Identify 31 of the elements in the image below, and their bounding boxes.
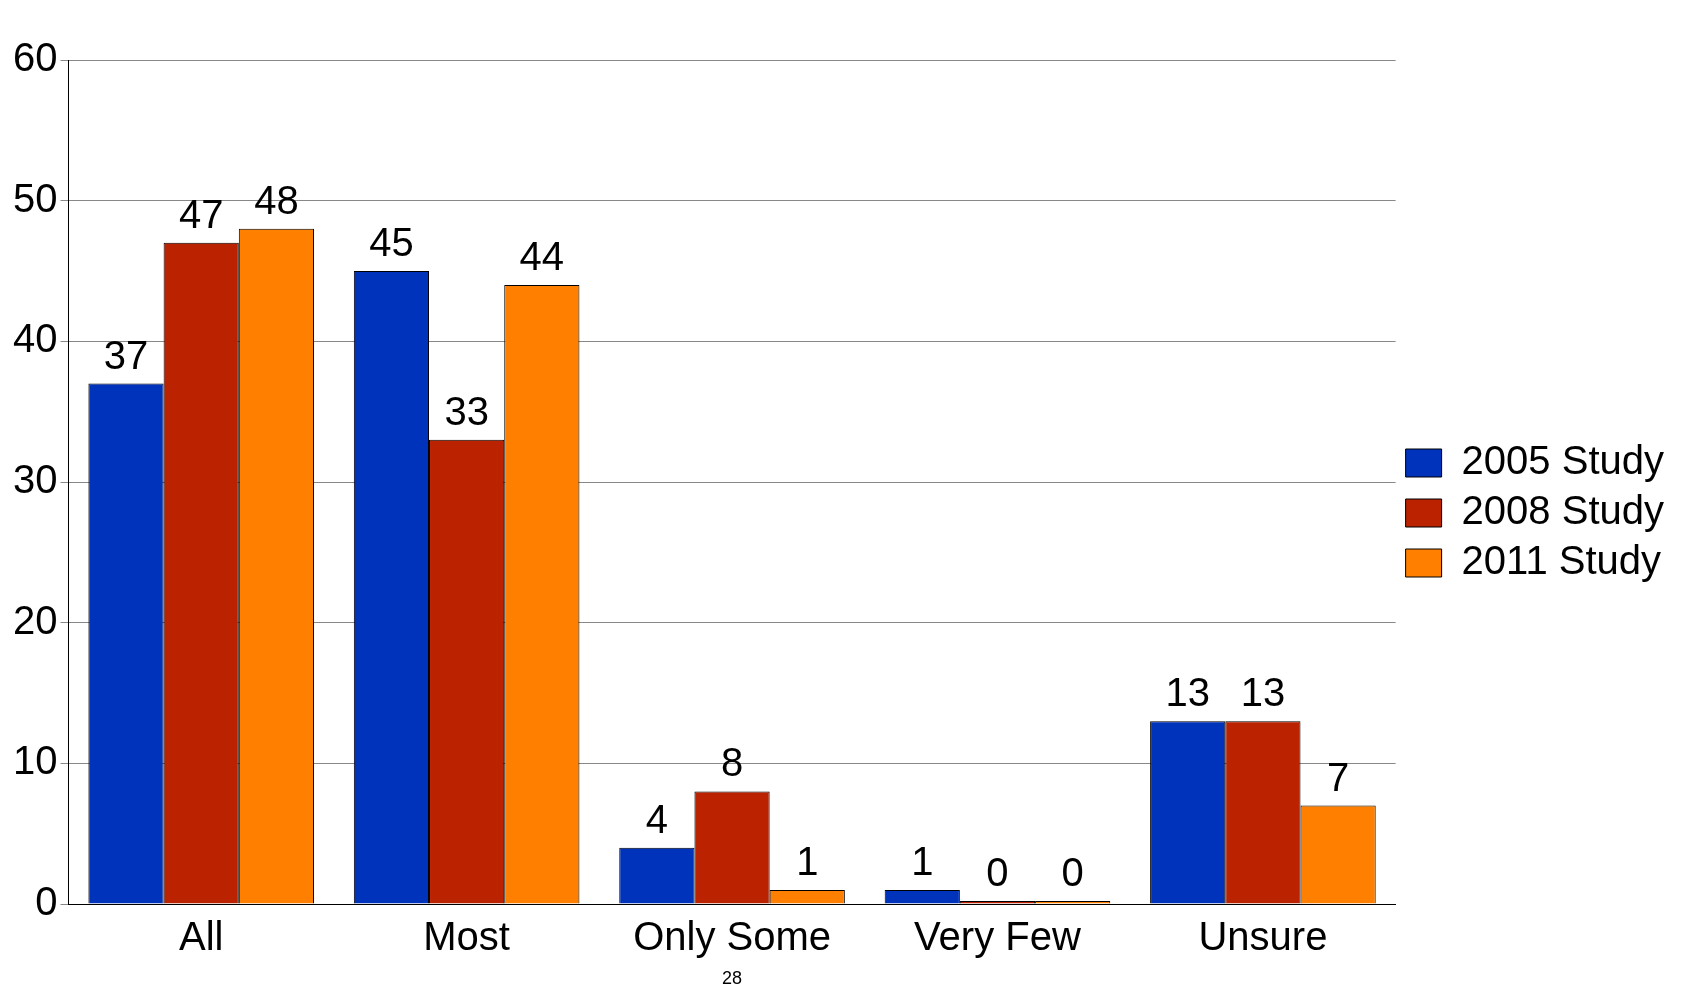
x-tick-label: Most bbox=[423, 914, 510, 959]
data-label: 4 bbox=[645, 796, 668, 841]
legend-label: 2011 Study bbox=[1461, 538, 1662, 583]
y-tick-label: 60 bbox=[12, 35, 58, 80]
data-label: 47 bbox=[178, 191, 224, 236]
y-tick-label: 50 bbox=[12, 175, 58, 220]
data-label: 13 bbox=[1165, 670, 1210, 715]
data-label: 0 bbox=[1061, 850, 1084, 895]
y-tick-label: 40 bbox=[12, 316, 58, 361]
x-tick-label: Very Few bbox=[914, 914, 1081, 959]
data-label: 37 bbox=[103, 332, 149, 377]
x-tick-label: All bbox=[178, 914, 224, 959]
x-tick-label: Unsure bbox=[1198, 914, 1328, 959]
data-label: 0 bbox=[986, 850, 1009, 895]
y-tick-label: 30 bbox=[12, 457, 58, 502]
data-label: 7 bbox=[1326, 754, 1350, 799]
data-label: 33 bbox=[444, 388, 489, 433]
data-label: 1 bbox=[796, 838, 819, 883]
legend-label: 2005 Study bbox=[1461, 438, 1665, 483]
data-label: 8 bbox=[720, 740, 744, 785]
x-tick-label: Only Some bbox=[633, 914, 831, 959]
data-label: 48 bbox=[254, 177, 299, 222]
legend-label: 2008 Study bbox=[1461, 488, 1665, 533]
y-tick-label: 10 bbox=[12, 738, 58, 783]
data-label: 13 bbox=[1240, 670, 1286, 715]
y-tick-label: 0 bbox=[35, 879, 58, 924]
data-label: 45 bbox=[369, 220, 414, 265]
data-label: 44 bbox=[519, 234, 565, 279]
text: 28 bbox=[722, 967, 743, 988]
y-tick-label: 20 bbox=[12, 597, 58, 642]
data-label: 1 bbox=[911, 838, 934, 883]
